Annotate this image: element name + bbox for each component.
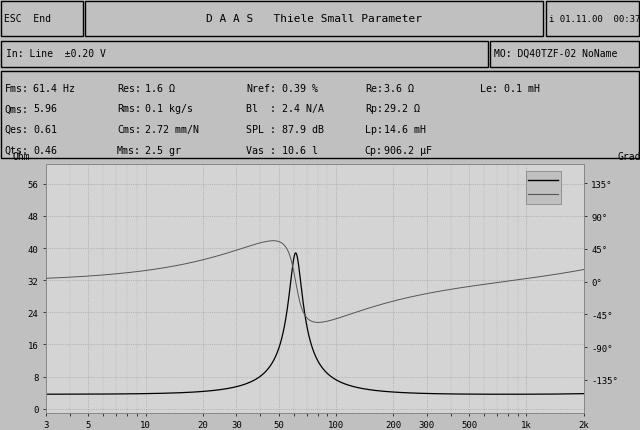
Text: 14.6 mH: 14.6 mH: [384, 125, 426, 135]
Text: Le: 0.1 mH: Le: 0.1 mH: [480, 83, 540, 93]
Text: Fms:: Fms:: [4, 83, 29, 93]
Text: Qms:: Qms:: [4, 104, 29, 114]
Text: 2.5 gr: 2.5 gr: [145, 145, 181, 155]
Text: 0.39 %: 0.39 %: [282, 83, 317, 93]
Text: 906.2 μF: 906.2 μF: [384, 145, 432, 155]
Text: Vas :: Vas :: [246, 145, 276, 155]
Bar: [1, 42, 488, 68]
Text: 1.6 Ω: 1.6 Ω: [145, 83, 175, 93]
Text: 61.4 Hz: 61.4 Hz: [33, 83, 76, 93]
Text: Qes:: Qes:: [4, 125, 29, 135]
Text: 10.6 l: 10.6 l: [282, 145, 317, 155]
Bar: [85, 3, 543, 37]
Text: D A A S   Thiele Small Parameter: D A A S Thiele Small Parameter: [206, 14, 422, 24]
Text: 0.46: 0.46: [33, 145, 58, 155]
Text: Nref:: Nref:: [246, 83, 276, 93]
Text: Cms:: Cms:: [117, 125, 141, 135]
Text: Rms:: Rms:: [117, 104, 141, 114]
Text: Res:: Res:: [117, 83, 141, 93]
Text: Re:: Re:: [365, 83, 383, 93]
Text: 0.61: 0.61: [33, 125, 58, 135]
Text: Grad: Grad: [617, 152, 640, 162]
Bar: [546, 3, 639, 37]
Text: MO: DQ40TZF-02 NoName: MO: DQ40TZF-02 NoName: [494, 49, 618, 59]
Text: 0.1 kg/s: 0.1 kg/s: [145, 104, 193, 114]
Text: Ohm: Ohm: [13, 152, 30, 162]
Text: 2.4 N/A: 2.4 N/A: [282, 104, 324, 114]
Text: Rp:: Rp:: [365, 104, 383, 114]
Text: Qts:: Qts:: [4, 145, 29, 155]
Text: 2.72 mm/N: 2.72 mm/N: [145, 125, 199, 135]
Text: In: Line  ±0.20 V: In: Line ±0.20 V: [6, 49, 106, 59]
Bar: [1, 3, 83, 37]
Bar: [490, 42, 639, 68]
Text: ESC  End: ESC End: [4, 14, 51, 24]
Text: Cp:: Cp:: [365, 145, 383, 155]
Text: Mms:: Mms:: [117, 145, 141, 155]
Text: Bl  :: Bl :: [246, 104, 276, 114]
Bar: [525, 172, 561, 204]
Text: 3.6 Ω: 3.6 Ω: [384, 83, 414, 93]
Text: i 01.11.00  00:37: i 01.11.00 00:37: [549, 15, 640, 24]
Text: Lp:: Lp:: [365, 125, 383, 135]
Text: 87.9 dB: 87.9 dB: [282, 125, 324, 135]
Text: 5.96: 5.96: [33, 104, 58, 114]
Text: SPL :: SPL :: [246, 125, 276, 135]
Text: 29.2 Ω: 29.2 Ω: [384, 104, 420, 114]
